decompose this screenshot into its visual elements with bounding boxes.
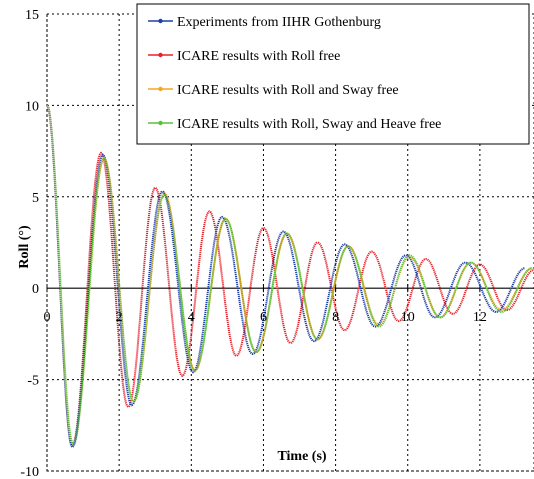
legend-label-0: Experiments from IIHR Gothenburg: [177, 15, 381, 30]
y-tick-label-2: 0: [32, 282, 39, 297]
x-tick-label-4: 8: [332, 310, 339, 325]
x-tick-label-6: 12: [473, 310, 487, 325]
legend-label-3: ICARE results with Roll, Sway and Heave …: [177, 117, 441, 132]
x-tick-labels: 0 2 4 6 8 10 12: [44, 310, 487, 325]
y-tick-label-1: -5: [27, 374, 39, 389]
series-line-1: [46, 104, 534, 447]
legend-swatch-marker-3: [158, 120, 163, 126]
series-lines: [46, 104, 534, 449]
y-tick-label-0: -10: [20, 465, 39, 479]
series-line-0: [46, 104, 526, 449]
x-tick-label-2: 4: [188, 310, 195, 325]
legend-label-1: ICARE results with Roll free: [177, 49, 340, 64]
legend-swatch-marker-2: [158, 86, 163, 92]
legend-swatch-marker-0: [158, 18, 163, 24]
x-tick-label-1: 2: [116, 310, 123, 325]
x-tick-label-5: 10: [401, 310, 415, 325]
legend-label-2: ICARE results with Roll and Sway free: [177, 83, 399, 98]
y-tick-label-3: 5: [32, 191, 39, 206]
x-tick-label-0: 0: [44, 310, 51, 325]
y-tick-label-5: 15: [25, 8, 39, 23]
series-line-2: [46, 104, 533, 447]
legend-swatch-marker-1: [158, 52, 163, 58]
x-tick-label-3: 6: [260, 310, 267, 325]
y-tick-label-4: 10: [25, 99, 39, 114]
y-tick-labels: -10 -5 0 5 10 15: [20, 8, 39, 479]
x-axis-title: Time (s): [277, 449, 326, 464]
y-axis-title: Roll (°): [17, 225, 32, 269]
legend: [136, 3, 530, 145]
legend-entries: Experiments from IIHR Gothenburg ICARE re…: [148, 15, 441, 132]
series-line-3: [46, 104, 533, 446]
